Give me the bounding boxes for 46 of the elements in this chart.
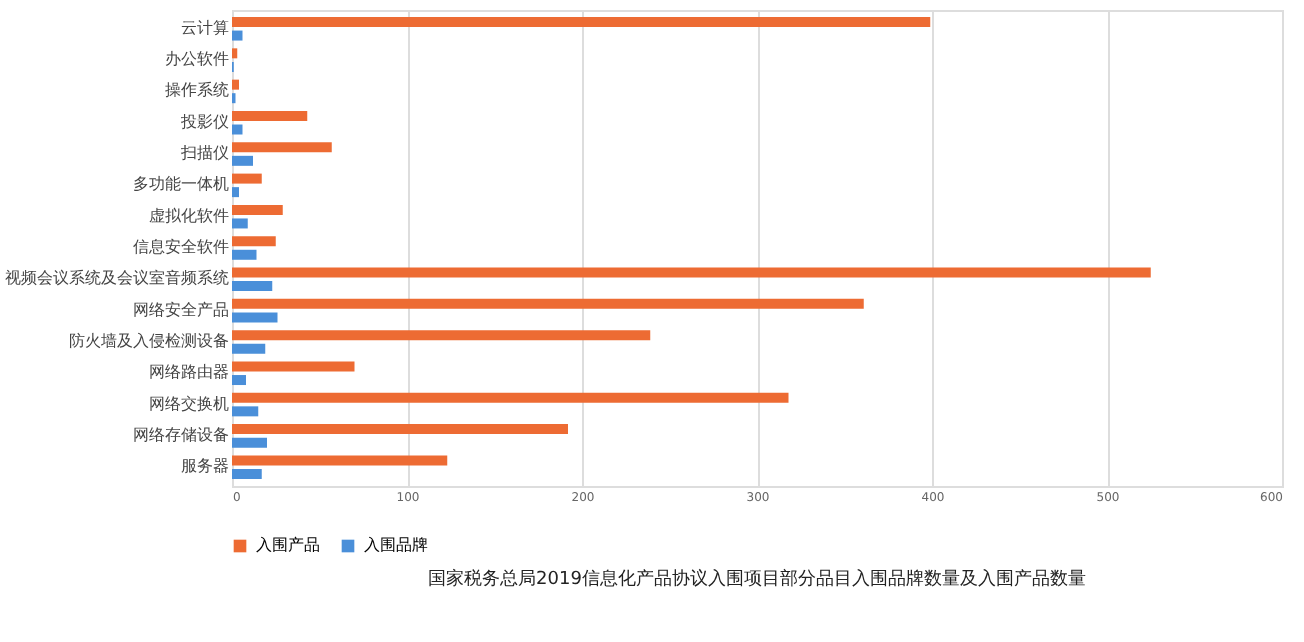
y-tick-label: 虚拟化软件 xyxy=(149,206,229,225)
bar xyxy=(232,392,789,403)
y-tick-label: 网络存储设备 xyxy=(133,425,229,444)
bar xyxy=(232,281,273,292)
y-tick-label: 网络交换机 xyxy=(149,394,229,413)
bar xyxy=(232,218,248,229)
bar xyxy=(232,17,931,28)
bar xyxy=(232,30,243,41)
bar xyxy=(232,173,262,184)
legend-label: 入围产品 xyxy=(256,536,320,554)
bar xyxy=(232,249,257,260)
bar xyxy=(232,48,238,59)
y-tick-label: 防火墙及入侵检测设备 xyxy=(69,331,229,350)
y-tick-label: 信息安全软件 xyxy=(133,238,229,256)
y-tick-label: 网络安全产品 xyxy=(133,300,229,319)
y-tick-label: 服务器 xyxy=(181,457,229,476)
bar xyxy=(232,361,355,372)
bar xyxy=(232,267,1151,278)
y-tick-label: 扫描仪 xyxy=(179,144,229,163)
bar xyxy=(232,468,262,479)
text: 国家税务总局2019信息化产品协议入围项目部分品目入围品牌数量及入围产品数量 xyxy=(428,568,1086,590)
bar xyxy=(232,298,864,309)
y-tick-label: 云计算 xyxy=(181,18,229,37)
y-tick-label: 操作系统 xyxy=(165,81,229,100)
y-tick-label: 视频会议系统及会议室音频系统 xyxy=(5,269,229,288)
y-tick-label: 多功能一体机 xyxy=(133,175,229,194)
bar xyxy=(232,312,278,323)
bar xyxy=(232,204,283,215)
y-tick-label: 网络路由器 xyxy=(149,363,229,382)
bar xyxy=(232,110,308,121)
bar xyxy=(232,375,246,386)
bar xyxy=(232,79,239,90)
bar xyxy=(232,424,568,435)
bar xyxy=(232,406,259,417)
bar xyxy=(232,142,332,153)
bar xyxy=(232,343,266,354)
legend-label: 入围品牌 xyxy=(364,536,428,554)
bar xyxy=(232,187,239,198)
bar xyxy=(232,330,651,341)
y-tick-label: 办公软件 xyxy=(165,50,229,69)
bar xyxy=(232,155,253,166)
bar xyxy=(232,236,276,247)
bar xyxy=(232,124,243,135)
bar xyxy=(232,455,448,466)
bar xyxy=(232,437,267,448)
y-tick-label: 投影仪 xyxy=(179,112,229,131)
